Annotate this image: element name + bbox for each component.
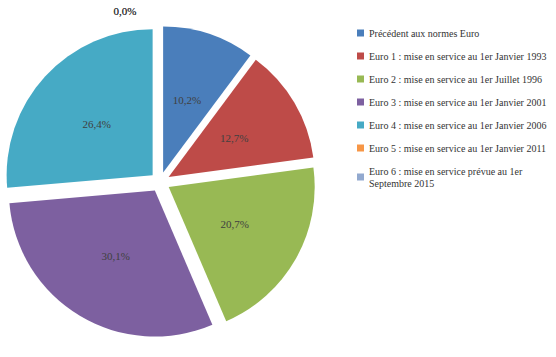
svg-text:Septembre 2015: Septembre 2015 bbox=[369, 178, 434, 189]
svg-text:10,2%: 10,2% bbox=[173, 94, 201, 106]
svg-text:Euro 1 : mise en service au 1e: Euro 1 : mise en service au 1er Janvier … bbox=[369, 51, 546, 62]
svg-text:0,0%: 0,0% bbox=[114, 5, 137, 17]
svg-text:12,7%: 12,7% bbox=[220, 132, 248, 144]
svg-text:Euro 5 : mise en service au 1e: Euro 5 : mise en service au 1er Janvier … bbox=[369, 143, 546, 154]
svg-text:Précédent aux normes Euro: Précédent aux normes Euro bbox=[369, 28, 479, 39]
svg-text:Euro 2 : mise en service au 1e: Euro 2 : mise en service au 1er Juillet … bbox=[369, 74, 542, 85]
svg-text:0,0%: 0,0% bbox=[114, 5, 137, 17]
svg-text:30,1%: 30,1% bbox=[102, 250, 130, 262]
svg-text:26,4%: 26,4% bbox=[82, 118, 110, 130]
svg-text:Euro 6 : mise en service prévu: Euro 6 : mise en service prévue au 1er bbox=[369, 166, 525, 177]
svg-text:Euro 4 : mise en service au 1e: Euro 4 : mise en service au 1er Janvier … bbox=[369, 120, 546, 131]
svg-text:Euro 3 : mise en service au 1e: Euro 3 : mise en service au 1er Janvier … bbox=[369, 97, 546, 108]
svg-text:20,7%: 20,7% bbox=[221, 218, 249, 230]
